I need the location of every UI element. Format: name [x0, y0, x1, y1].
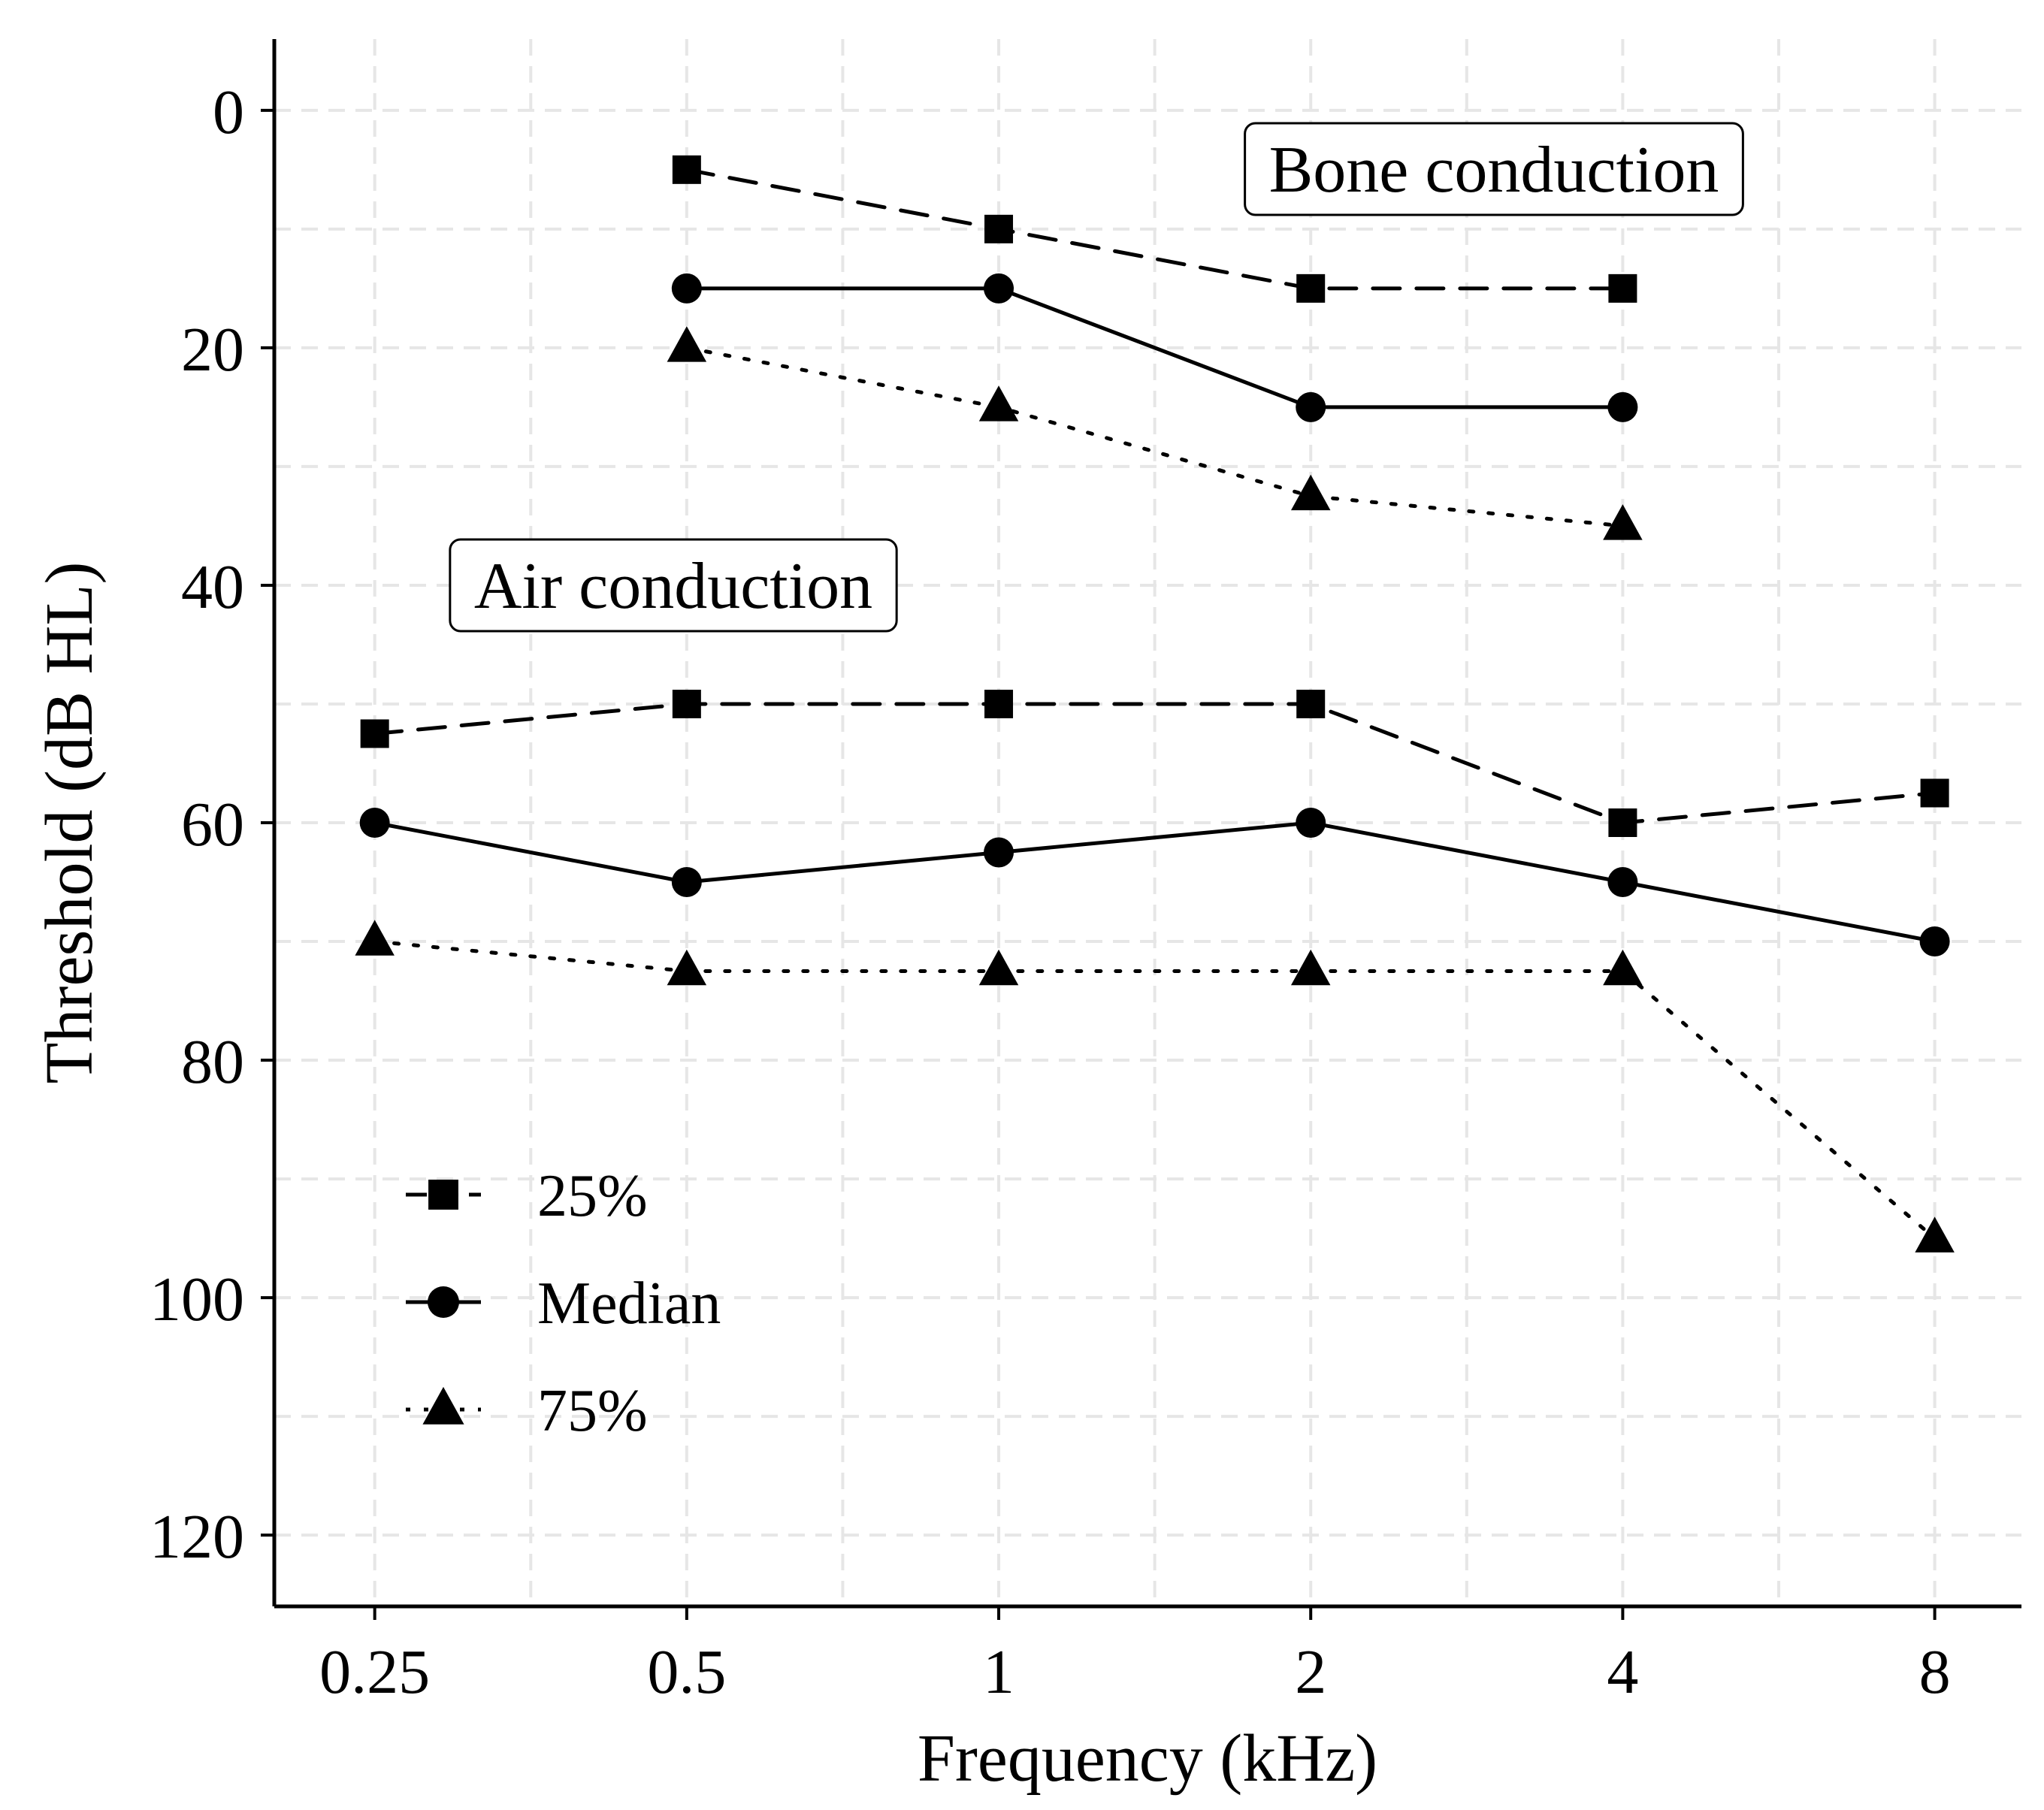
legend-marker-median — [428, 1286, 459, 1318]
air-conduction-75pct-point — [355, 920, 395, 956]
air-conduction-median-point — [1919, 926, 1950, 957]
legend-item-median: Median — [406, 1271, 721, 1337]
bone-conduction-median-point — [984, 273, 1014, 304]
x-tick-label: 4 — [1607, 1637, 1638, 1707]
bone-conduction-75pct-point — [978, 385, 1019, 422]
x-tick-label: 0.25 — [319, 1637, 430, 1707]
air-conduction-75pct-point — [1290, 949, 1331, 986]
y-tick-label: 100 — [150, 1265, 244, 1334]
x-ticks: 0.25 0.5 1 2 4 8 — [319, 1606, 1951, 1707]
y-tick-label: 60 — [181, 790, 244, 860]
air-conduction-median-line — [373, 820, 1937, 944]
air-conduction-25pct-point — [1920, 778, 1949, 808]
bone-conduction-25pct-line — [685, 168, 1625, 291]
legend-label-25pct: 25% — [537, 1163, 648, 1229]
x-tick-label: 0.5 — [647, 1637, 726, 1707]
air-conduction-25pct-point — [1296, 689, 1326, 718]
bone-conduction-annotation-box — [1244, 122, 1744, 216]
legend-marker-25pct — [428, 1180, 458, 1210]
bone-conduction-annotation-text: Bone conduction — [1269, 134, 1719, 207]
air-conduction-75pct-line — [373, 939, 1937, 1240]
air-conduction-annotation-text: Air conduction — [474, 550, 872, 623]
legend-label-75pct: 75% — [537, 1378, 648, 1444]
air-conduction-25pct-point — [672, 689, 701, 718]
legend-label-median: Median — [537, 1271, 721, 1337]
bone-conduction-75pct-point — [1290, 474, 1331, 511]
air-conduction-median-point — [1607, 867, 1638, 898]
y-tick-label: 0 — [213, 77, 244, 147]
y-ticks: 0 20 40 60 80 100 120 — [150, 77, 274, 1572]
legend: 25% Median 75% — [406, 1163, 721, 1444]
bone-conduction-25pct-point — [984, 214, 1014, 243]
air-conduction-25pct-point — [360, 719, 389, 748]
bone-conduction-75pct-point — [1603, 504, 1643, 540]
bone-conduction-25pct-point — [672, 155, 701, 184]
x-tick-label: 8 — [1919, 1637, 1951, 1707]
bone-conduction-median-point — [671, 273, 702, 304]
group-annotations: Bone conduction Air conduction — [449, 122, 1744, 633]
x-tick-label: 1 — [983, 1637, 1014, 1707]
bone-conduction-75pct-line — [685, 346, 1625, 528]
air-conduction-annotation-box — [449, 538, 898, 633]
air-conduction-group — [355, 689, 1955, 1252]
y-axis-label: Threshold (dB HL) — [32, 562, 107, 1084]
grid — [274, 39, 2021, 1606]
legend-item-25pct: 25% — [406, 1163, 648, 1229]
air-conduction-75pct-point — [667, 949, 707, 986]
air-conduction-25pct-line — [373, 702, 1937, 825]
bone-conduction-annotation: Bone conduction — [1244, 122, 1744, 216]
series — [355, 155, 1955, 1252]
air-conduction-median-point — [671, 867, 702, 898]
air-conduction-75pct-point — [1915, 1216, 1955, 1252]
air-conduction-75pct-point — [1603, 949, 1643, 986]
y-tick-label: 20 — [181, 315, 244, 385]
air-conduction-25pct-point — [1608, 808, 1637, 837]
air-conduction-median-point — [359, 808, 390, 838]
bone-conduction-25pct-point — [1296, 273, 1326, 303]
air-conduction-median-point — [984, 837, 1014, 868]
bone-conduction-median-point — [1607, 391, 1638, 422]
legend-item-75pct: 75% — [406, 1378, 648, 1444]
x-axis-label: Frequency (kHz) — [918, 1721, 1377, 1796]
air-conduction-annotation: Air conduction — [449, 538, 898, 633]
legend-marker-75pct — [422, 1386, 464, 1425]
air-conduction-75pct-point — [978, 949, 1019, 986]
y-tick-label: 80 — [181, 1027, 244, 1097]
bone-conduction-median-point — [1296, 391, 1326, 422]
bone-conduction-median-line — [685, 286, 1625, 409]
y-tick-label: 40 — [181, 552, 244, 622]
y-tick-label: 120 — [150, 1502, 244, 1572]
x-tick-label: 2 — [1295, 1637, 1326, 1707]
bone-conduction-75pct-point — [667, 326, 707, 362]
air-conduction-25pct-point — [984, 689, 1014, 718]
air-conduction-median-point — [1296, 808, 1326, 838]
bone-conduction-group — [667, 155, 1643, 540]
bone-conduction-25pct-point — [1608, 273, 1637, 303]
